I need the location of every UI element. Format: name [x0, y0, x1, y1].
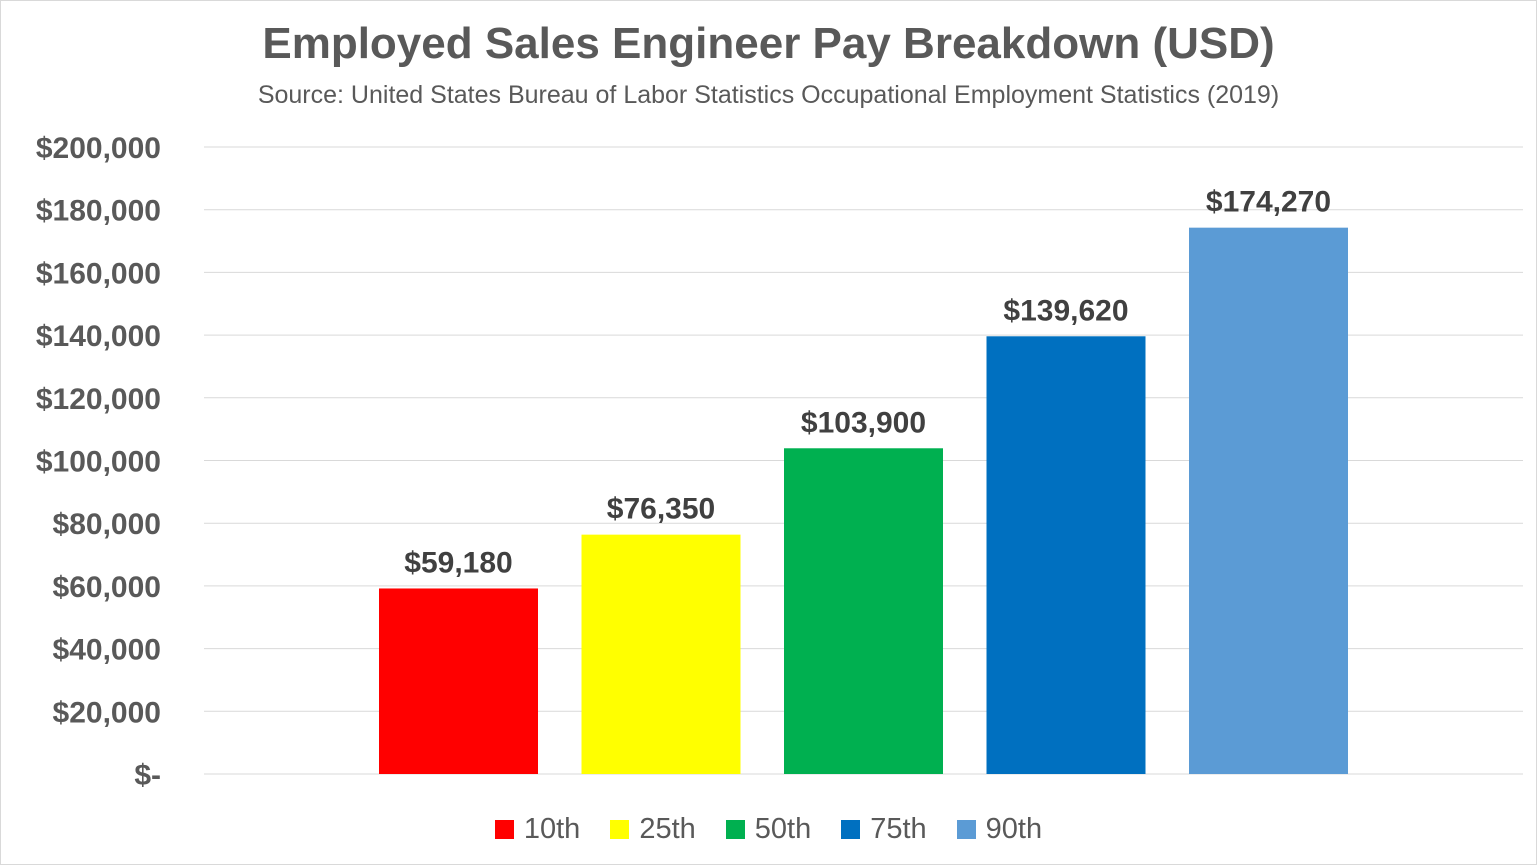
legend-swatch — [956, 820, 976, 839]
y-tick-label: $60,000 — [53, 571, 161, 604]
legend-item: 10th — [494, 813, 581, 846]
legend-label: 25th — [639, 813, 696, 845]
legend-label: 10th — [523, 813, 581, 845]
legend-item: 75th — [841, 813, 927, 846]
legend-swatch — [494, 820, 514, 839]
bar-25th — [581, 534, 741, 774]
chart-subtitle: Source: United States Bureau of Labor St… — [257, 81, 1280, 109]
chart-title: Employed Sales Engineer Pay Breakdown (U… — [262, 19, 1275, 68]
legend: 10th 25th 50th 75th 90th — [1, 813, 1536, 846]
y-tick-label: $80,000 — [53, 508, 161, 541]
legend-label: 50th — [754, 813, 812, 845]
legend-item: 90th — [956, 813, 1043, 846]
data-label: $59,180 — [404, 546, 512, 579]
legend-item: 50th — [725, 813, 812, 846]
y-tick-label: $120,000 — [36, 383, 161, 416]
bar-50th — [784, 448, 943, 774]
y-tick-label: $200,000 — [36, 132, 161, 165]
legend-label: 90th — [985, 813, 1043, 845]
bar-75th — [986, 336, 1146, 774]
y-tick-label: $180,000 — [36, 195, 161, 228]
legend-swatch — [841, 820, 861, 839]
y-tick-label: $140,000 — [36, 320, 161, 353]
y-tick-label: $40,000 — [53, 634, 161, 667]
data-label: $139,620 — [1003, 294, 1128, 327]
legend-label: 75th — [870, 813, 927, 845]
legend-item: 25th — [610, 813, 696, 846]
y-tick-label: $160,000 — [36, 257, 161, 290]
legend-swatch — [610, 820, 630, 839]
data-label: $174,270 — [1206, 186, 1331, 219]
y-tick-label: $20,000 — [53, 696, 161, 729]
data-label: $103,900 — [801, 406, 926, 439]
data-label: $76,350 — [607, 493, 715, 526]
legend-swatch — [725, 820, 745, 839]
bar-10th — [379, 588, 538, 774]
y-tick-label: $100,000 — [36, 446, 161, 479]
bar-90th — [1189, 227, 1348, 774]
y-tick-label: $- — [134, 759, 161, 792]
